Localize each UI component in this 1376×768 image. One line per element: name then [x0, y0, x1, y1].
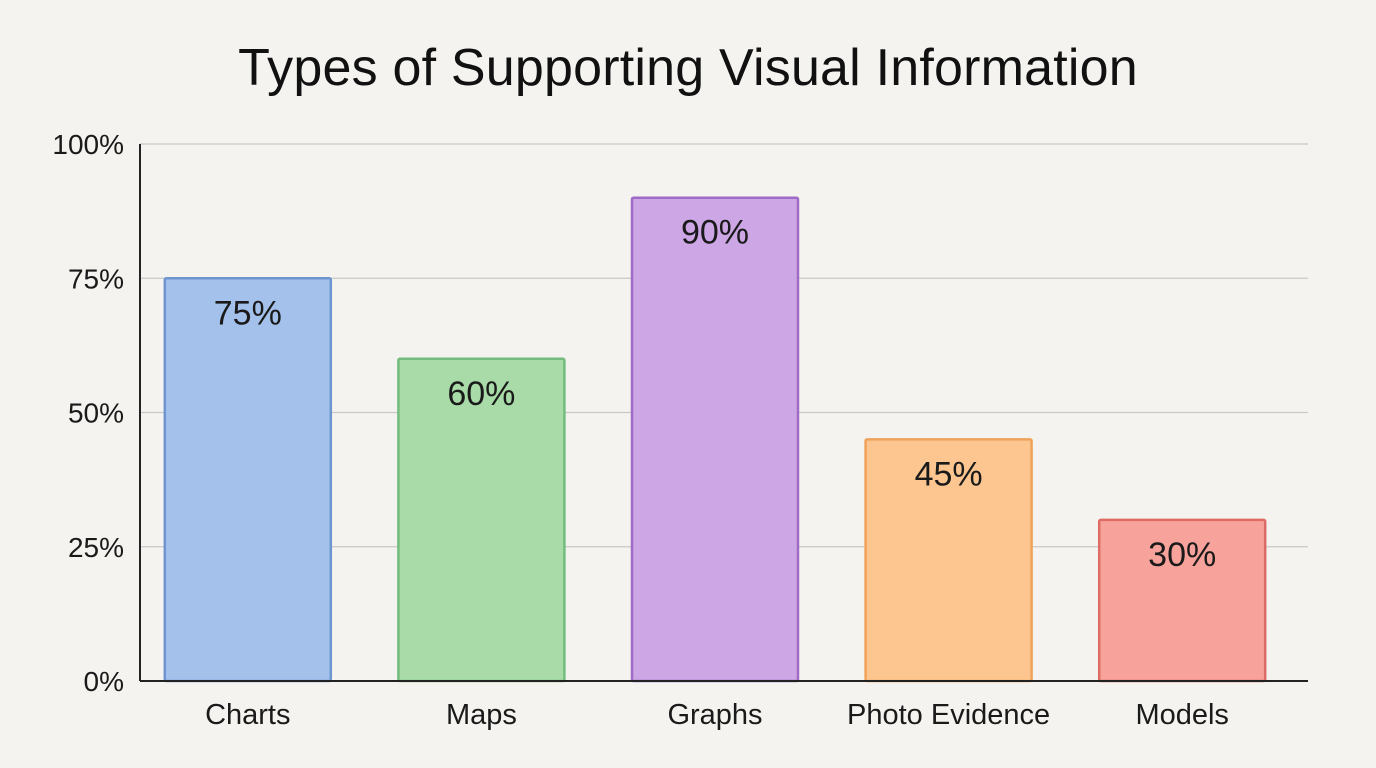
x-category-label: Photo Evidence [847, 699, 1050, 731]
x-category-label: Models [1135, 699, 1229, 731]
x-category-label: Maps [446, 699, 517, 731]
axes [139, 144, 1308, 682]
y-axis-tick-labels: 0% 25% 50% 75% 100% [52, 129, 124, 697]
data-label: 45% [915, 455, 983, 493]
x-axis-category-labels: Charts Maps Graphs Photo Evidence Models [205, 699, 1229, 731]
data-label: 90% [681, 214, 749, 252]
y-tick-label: 100% [52, 129, 124, 160]
data-label: 75% [214, 294, 282, 332]
x-category-label: Graphs [667, 699, 762, 731]
bar-graphs [630, 196, 800, 683]
data-label: 30% [1148, 536, 1216, 574]
chart-title: Types of Supporting Visual Information [238, 39, 1138, 97]
y-tick-label: 25% [68, 532, 124, 563]
bars [163, 196, 1267, 683]
data-labels: 75% 60% 90% 45% 30% [214, 214, 1216, 574]
x-category-label: Charts [205, 699, 290, 731]
y-tick-label: 75% [68, 263, 124, 294]
y-tick-label: 50% [68, 398, 124, 429]
y-tick-label: 0% [84, 666, 124, 697]
data-label: 60% [447, 375, 515, 413]
bar-charts [163, 277, 333, 683]
